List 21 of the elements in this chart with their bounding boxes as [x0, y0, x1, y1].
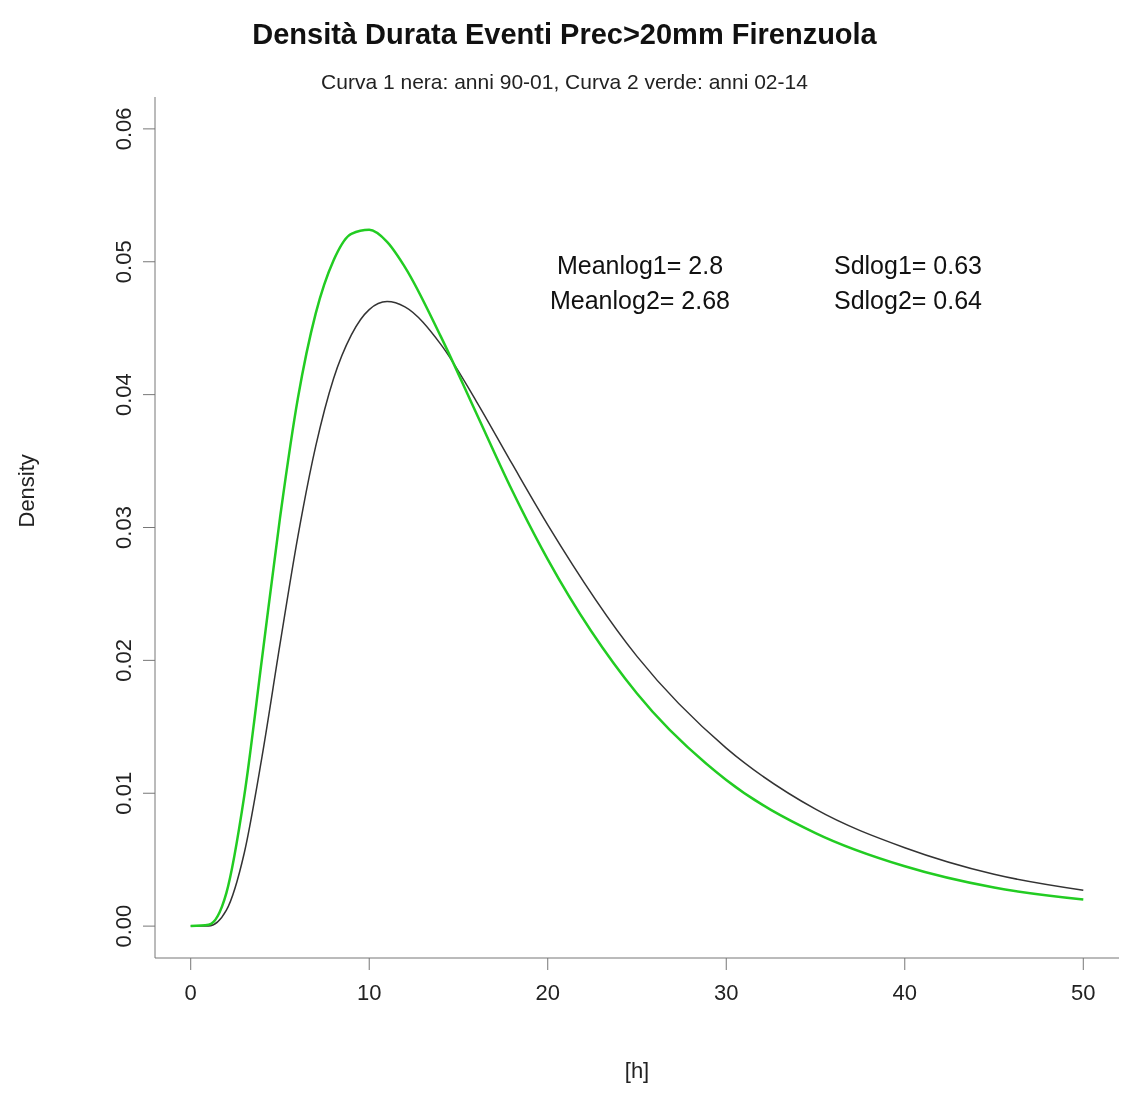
- annotation: Sdlog1= 0.63: [832, 251, 983, 280]
- x-tick-label: 40: [892, 979, 918, 1005]
- x-tick-label: 20: [535, 979, 560, 1005]
- annotation: Meanlog1= 2.8: [555, 251, 725, 280]
- x-tick-label: 0: [184, 979, 197, 1005]
- chart-subtitle: Curva 1 nera: anni 90-01, Curva 2 verde: anni 02-14: [320, 70, 809, 94]
- x-tick-label: 10: [356, 979, 382, 1005]
- annotation: Sdlog2= 0.64: [832, 286, 983, 315]
- y-tick-label: 0.04: [111, 373, 136, 417]
- y-tick-label: 0.03: [111, 506, 136, 549]
- y-tick-label: 0.01: [111, 771, 136, 815]
- y-axis-title: Density: [13, 454, 39, 528]
- y-tick-label: 0.02: [111, 638, 136, 682]
- x-axis-title: [h]: [624, 1058, 650, 1083]
- x-tick-label: 50: [1071, 979, 1096, 1005]
- y-tick-label: 0.05: [111, 240, 136, 284]
- chart-title: Densità Durata Eventi Prec>20mm Firenzuola: [251, 18, 878, 51]
- y-tick-label: 0.00: [111, 904, 136, 948]
- x-tick-label: 30: [714, 979, 739, 1005]
- annotation: Meanlog2= 2.68: [549, 286, 731, 315]
- y-tick-label: 0.06: [111, 107, 136, 151]
